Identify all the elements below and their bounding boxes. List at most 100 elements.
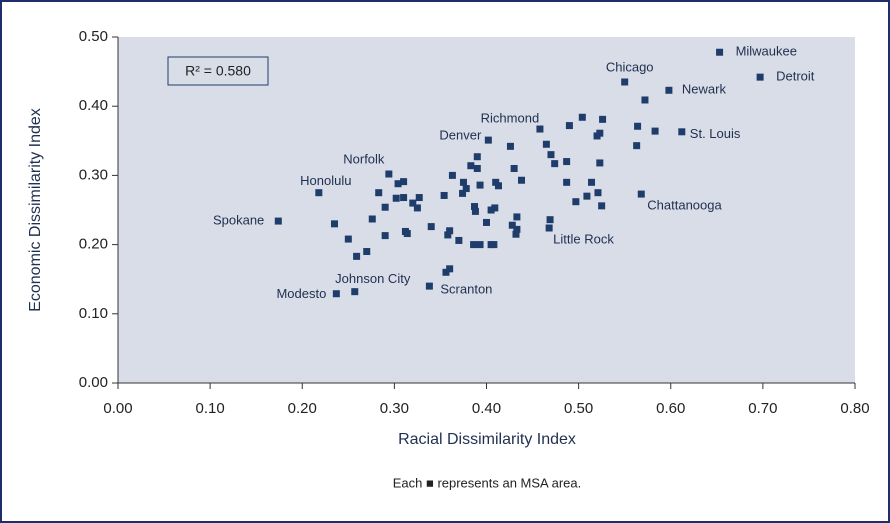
point bbox=[716, 48, 724, 56]
point-label: Richmond bbox=[481, 110, 540, 125]
y-tick-label: 0.10 bbox=[79, 305, 108, 322]
point bbox=[344, 235, 352, 243]
point bbox=[476, 181, 484, 189]
point bbox=[512, 230, 520, 238]
point-label: Chicago bbox=[606, 59, 654, 74]
point bbox=[490, 241, 498, 249]
point bbox=[476, 241, 484, 249]
point bbox=[598, 202, 606, 210]
x-tick-label: 0.00 bbox=[103, 400, 132, 417]
x-tick-label: 0.30 bbox=[380, 400, 409, 417]
point-label: Scranton bbox=[440, 282, 492, 297]
point bbox=[381, 203, 389, 211]
point bbox=[381, 232, 389, 240]
point bbox=[565, 122, 573, 130]
point bbox=[506, 142, 514, 150]
point bbox=[415, 194, 423, 202]
point bbox=[363, 248, 371, 256]
point bbox=[427, 223, 435, 231]
point bbox=[274, 217, 282, 225]
point-label: Honolulu bbox=[300, 173, 351, 188]
point bbox=[494, 182, 502, 190]
y-tick-label: 0.40 bbox=[79, 97, 108, 114]
point bbox=[599, 115, 607, 123]
point-label: Milwaukee bbox=[736, 44, 797, 59]
point bbox=[665, 86, 673, 94]
point bbox=[400, 178, 408, 186]
point bbox=[471, 203, 479, 211]
point-label: Chattanooga bbox=[647, 198, 722, 213]
point bbox=[513, 213, 521, 221]
x-tick-label: 0.80 bbox=[840, 400, 869, 417]
y-tick-label: 0.00 bbox=[79, 374, 108, 391]
point bbox=[413, 204, 421, 212]
point-label: Spokane bbox=[213, 213, 264, 228]
x-tick-label: 0.20 bbox=[288, 400, 317, 417]
point-label: Johnson City bbox=[335, 271, 411, 286]
point bbox=[563, 158, 571, 166]
point bbox=[651, 127, 659, 135]
point-label: Norfolk bbox=[343, 151, 385, 166]
point bbox=[621, 78, 629, 86]
point bbox=[596, 129, 604, 137]
plot-area: 0.00 0.10 0.20 0.30 0.40 0.50 0.00 0.10 0.20 0.30… bbox=[79, 28, 870, 417]
point bbox=[508, 221, 516, 229]
point bbox=[551, 160, 559, 168]
point bbox=[510, 164, 518, 172]
point bbox=[473, 164, 481, 172]
y-tick-label: 0.30 bbox=[79, 166, 108, 183]
point bbox=[409, 199, 417, 207]
point bbox=[596, 159, 604, 167]
point bbox=[462, 185, 470, 193]
x-tick-label: 0.10 bbox=[196, 400, 225, 417]
point bbox=[470, 241, 478, 249]
point bbox=[351, 288, 359, 296]
point-label: Detroit bbox=[776, 69, 815, 84]
point bbox=[400, 194, 408, 202]
point bbox=[756, 73, 764, 81]
point bbox=[583, 192, 591, 200]
point bbox=[483, 218, 490, 226]
x-tick-label: 0.50 bbox=[564, 400, 593, 417]
point bbox=[633, 142, 641, 150]
annotation-box bbox=[167, 56, 269, 86]
point bbox=[491, 204, 499, 212]
point bbox=[448, 171, 456, 179]
point bbox=[403, 230, 411, 238]
point bbox=[518, 176, 526, 184]
point bbox=[513, 225, 521, 233]
point bbox=[545, 224, 553, 232]
point bbox=[353, 252, 361, 260]
point bbox=[455, 236, 463, 244]
point bbox=[446, 227, 454, 235]
x-tick-label: 0.60 bbox=[656, 400, 685, 417]
point bbox=[375, 189, 383, 197]
point bbox=[637, 190, 645, 198]
point bbox=[588, 178, 596, 186]
point-label: Little Rock bbox=[553, 231, 614, 246]
point bbox=[536, 125, 544, 133]
annotation: R² = 0.580 bbox=[185, 63, 251, 79]
point bbox=[678, 128, 686, 136]
point bbox=[444, 231, 452, 239]
point bbox=[332, 290, 340, 298]
point bbox=[471, 207, 479, 215]
point bbox=[546, 216, 554, 224]
x-tick-label: 0.70 bbox=[748, 400, 777, 417]
point-label: Denver bbox=[439, 128, 482, 143]
point bbox=[572, 198, 580, 206]
point bbox=[487, 206, 495, 214]
point bbox=[459, 189, 467, 197]
x-tick-label: 0.40 bbox=[472, 400, 501, 417]
point bbox=[442, 268, 450, 276]
point bbox=[368, 215, 376, 223]
point bbox=[446, 265, 454, 273]
plot-background bbox=[118, 37, 855, 383]
point bbox=[641, 96, 649, 104]
point bbox=[385, 170, 393, 178]
point bbox=[459, 178, 467, 186]
y-tick-label: 0.20 bbox=[79, 236, 108, 253]
point-label: Modesto bbox=[276, 286, 326, 301]
point bbox=[473, 153, 481, 161]
